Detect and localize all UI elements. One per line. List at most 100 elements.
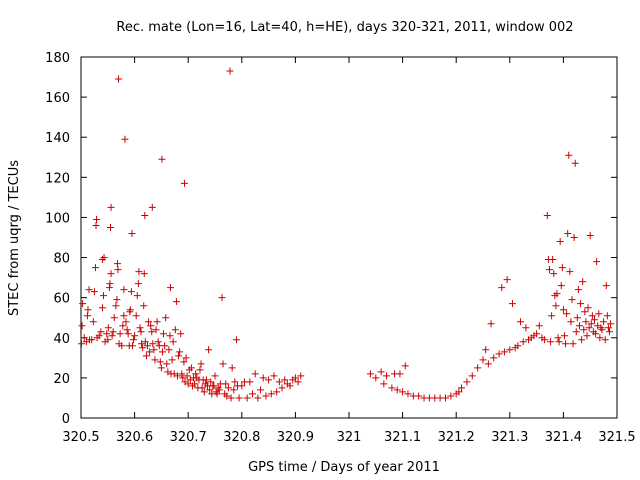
data-point — [559, 306, 567, 314]
data-point — [175, 352, 183, 360]
data-point — [550, 270, 558, 278]
data-point — [579, 278, 587, 286]
data-point — [555, 338, 563, 346]
data-point — [113, 260, 121, 268]
x-axis: 320.5 320.6 320.7 320.8 320.9 321 321.1 321.2 32… — [62, 57, 636, 445]
data-point — [141, 211, 149, 219]
data-point — [205, 346, 213, 354]
data-point — [191, 380, 199, 388]
data-point — [468, 372, 476, 380]
data-point — [547, 338, 555, 346]
data-point — [79, 300, 87, 308]
data-point — [196, 366, 204, 374]
data-point — [161, 342, 169, 350]
data-point — [169, 338, 177, 346]
data-point — [104, 324, 112, 332]
data-point — [567, 318, 575, 326]
data-point — [560, 332, 568, 340]
data-point — [586, 231, 594, 239]
data-point — [286, 382, 294, 390]
x-tick-label: 321.4 — [545, 430, 582, 445]
data-point — [83, 312, 91, 320]
data-point — [219, 360, 227, 368]
data-point — [162, 314, 170, 322]
data-point — [584, 304, 592, 312]
data-point — [503, 276, 511, 284]
data-point — [137, 328, 145, 336]
data-series-stec — [78, 67, 615, 402]
data-point — [106, 280, 114, 288]
data-point — [533, 330, 541, 338]
y-tick-label: 120 — [45, 171, 70, 186]
data-point — [132, 312, 140, 320]
data-point — [383, 372, 391, 380]
data-point — [447, 392, 455, 400]
data-point — [119, 322, 127, 330]
data-point — [601, 336, 609, 344]
data-point — [479, 356, 487, 364]
data-point — [228, 364, 236, 372]
data-point — [474, 364, 482, 372]
data-point — [482, 346, 490, 354]
data-point — [143, 342, 151, 350]
data-point — [122, 318, 130, 326]
data-point — [113, 296, 121, 304]
data-point — [595, 310, 603, 318]
data-point — [602, 282, 610, 290]
data-point — [90, 288, 98, 296]
data-point — [596, 334, 604, 342]
data-point — [570, 234, 578, 241]
data-point — [592, 330, 600, 338]
plot-frame — [80, 56, 618, 419]
data-point — [575, 322, 583, 330]
data-point — [514, 342, 522, 350]
data-point — [98, 304, 106, 312]
data-point — [564, 229, 572, 237]
data-point — [84, 306, 92, 314]
data-point — [278, 384, 286, 392]
x-tick-label: 320.6 — [116, 430, 153, 445]
data-point — [585, 324, 593, 332]
data-point — [140, 270, 148, 278]
y-tick-label: 60 — [53, 292, 70, 307]
data-point — [522, 324, 530, 332]
data-point — [198, 384, 206, 392]
x-tick-label: 321.3 — [491, 430, 528, 445]
y-tick-label: 180 — [45, 51, 70, 66]
data-point — [490, 354, 498, 362]
data-point — [107, 270, 115, 278]
data-point — [187, 364, 195, 372]
x-axis-label: GPS time / Days of year 2011 — [248, 460, 440, 475]
data-point — [105, 284, 113, 292]
data-point — [138, 340, 146, 348]
data-point — [78, 322, 86, 330]
x-tick-label: 321 — [337, 430, 362, 445]
data-point — [574, 286, 582, 294]
data-point — [226, 67, 234, 75]
data-point — [571, 159, 579, 167]
data-point — [154, 338, 162, 346]
data-point — [593, 258, 601, 266]
data-point — [127, 288, 135, 296]
data-point — [210, 382, 218, 390]
data-point — [148, 203, 156, 211]
data-point — [149, 340, 157, 348]
data-point — [251, 370, 259, 378]
data-point — [605, 328, 613, 336]
data-point — [577, 300, 585, 308]
y-tick-label: 100 — [45, 211, 70, 226]
data-point — [85, 286, 93, 294]
data-point — [176, 348, 184, 356]
data-point — [273, 388, 281, 396]
data-point — [112, 302, 120, 310]
data-point — [604, 324, 612, 332]
data-point — [568, 296, 576, 304]
data-point — [243, 394, 251, 402]
data-point — [230, 386, 238, 394]
data-point — [133, 292, 141, 300]
data-point — [151, 356, 159, 364]
data-point — [173, 372, 181, 380]
data-point — [582, 318, 590, 326]
data-point — [139, 344, 147, 352]
data-point — [573, 314, 581, 322]
